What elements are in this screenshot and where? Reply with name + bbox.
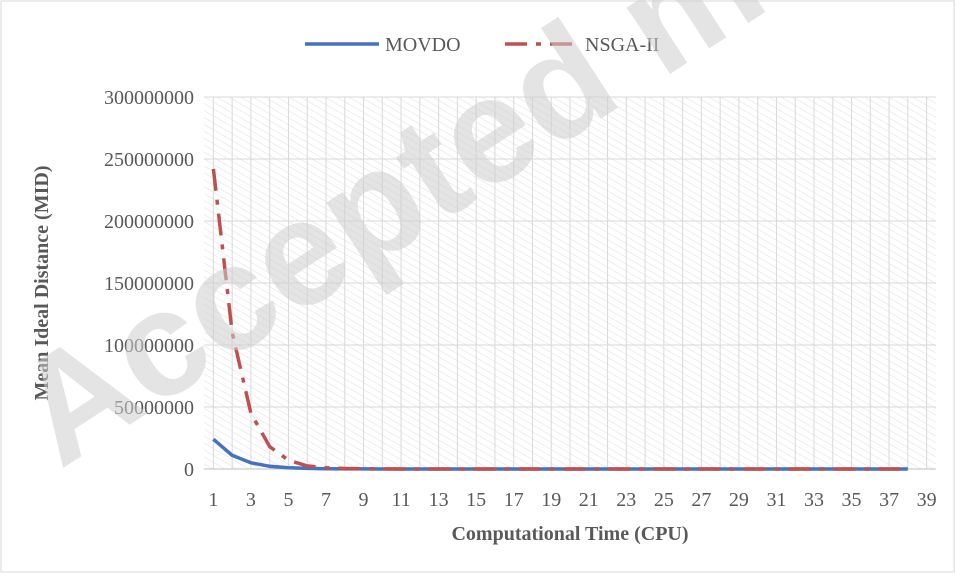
series-line-nsga-ii bbox=[211, 168, 908, 471]
x-tick-label: 17 bbox=[504, 489, 524, 511]
y-tick-label: 200000000 bbox=[104, 211, 194, 233]
x-tick-label: 33 bbox=[804, 489, 824, 511]
tick-labels: 0 50000000 100000000 150000000 200000000 2500… bbox=[104, 87, 937, 511]
x-tick-label: 11 bbox=[391, 489, 410, 511]
legend-item: NSGA-II bbox=[505, 34, 659, 56]
x-tick-label: 1 bbox=[208, 489, 218, 511]
x-tick-label: 23 bbox=[616, 489, 636, 511]
x-tick-label: 25 bbox=[654, 489, 674, 511]
x-tick-label: 15 bbox=[466, 489, 486, 511]
y-tick-label: 50000000 bbox=[114, 397, 194, 419]
y-tick-label: 100000000 bbox=[104, 335, 194, 357]
x-tick-label: 39 bbox=[917, 489, 937, 511]
y-tick-label: 250000000 bbox=[104, 149, 194, 171]
x-tick-label: 29 bbox=[729, 489, 749, 511]
x-tick-label: 3 bbox=[246, 489, 256, 511]
x-tick-label: 7 bbox=[321, 489, 331, 511]
x-tick-label: 27 bbox=[691, 489, 711, 511]
legend-label: MOVDO bbox=[385, 34, 461, 56]
x-tick-label: 5 bbox=[283, 489, 293, 511]
x-tick-label: 37 bbox=[879, 489, 899, 511]
x-tick-label: 21 bbox=[579, 489, 599, 511]
y-axis-title: Mean Ideal Distance (MID) bbox=[31, 166, 53, 401]
x-tick-label: 9 bbox=[359, 489, 369, 511]
x-tick-label: 13 bbox=[429, 489, 449, 511]
x-tick-label: 19 bbox=[541, 489, 561, 511]
x-tick-label: 31 bbox=[766, 489, 786, 511]
legend-item: MOVDO bbox=[305, 34, 461, 56]
y-tick-label: 300000000 bbox=[104, 87, 194, 109]
legend-label: NSGA-II bbox=[585, 34, 659, 56]
legend: MOVDO NSGA-II bbox=[305, 34, 659, 56]
x-axis-title: Computational Time (CPU) bbox=[451, 523, 688, 545]
y-tick-label: 150000000 bbox=[104, 273, 194, 295]
x-tick-label: 35 bbox=[842, 489, 862, 511]
series-lines bbox=[211, 168, 908, 471]
y-tick-label: 0 bbox=[184, 459, 194, 481]
